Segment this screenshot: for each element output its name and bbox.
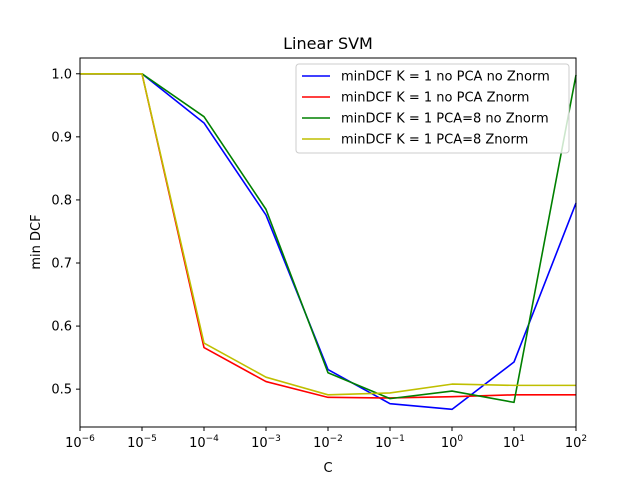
series-line-3 (80, 72, 577, 404)
chart-title: Linear SVM (283, 34, 373, 53)
series-line-1 (80, 72, 577, 411)
y-tick-label: 0.9 (51, 130, 72, 145)
x-tick-label: 10−2 (313, 434, 343, 451)
x-tick-label: 10−4 (189, 434, 219, 451)
series-layer (80, 72, 577, 411)
legend-label-4: minDCF K = 1 PCA=8 Znorm (341, 133, 528, 148)
x-tick-label: 101 (503, 434, 525, 451)
legend-label-1: minDCF K = 1 no PCA no Znorm (341, 70, 550, 85)
x-tick-label: 10−5 (127, 434, 157, 451)
y-axis-label: min DCF (29, 214, 44, 269)
x-tick-label: 102 (565, 434, 587, 451)
x-tick-label: 100 (441, 434, 464, 451)
x-axis: 10−6 10−5 10−4 10−3 10−2 10−1 100 101 102 (65, 427, 587, 451)
y-axis: 0.5 0.6 0.7 0.8 0.9 1.0 (51, 67, 80, 398)
legend-label-2: minDCF K = 1 no PCA Znorm (341, 91, 529, 106)
x-tick-label: 10−6 (65, 434, 95, 451)
series-line-4 (80, 72, 576, 396)
y-tick-label: 1.0 (51, 67, 72, 82)
x-tick-label: 10−1 (375, 434, 405, 451)
x-axis-label: C (323, 461, 332, 476)
legend-entries: minDCF K = 1 no PCA no Znorm minDCF K = 1… (302, 70, 550, 148)
y-tick-label: 0.7 (51, 257, 72, 272)
y-tick-label: 0.6 (51, 320, 72, 335)
x-tick-label: 10−3 (251, 434, 281, 451)
legend-box (295, 63, 570, 154)
y-tick-label: 0.8 (51, 193, 72, 208)
y-tick-label: 0.5 (51, 383, 72, 398)
legend-label-3: minDCF K = 1 PCA=8 no Znorm (341, 112, 549, 127)
legend: minDCF K = 1 no PCA no Znorm minDCF K = 1… (295, 63, 570, 154)
